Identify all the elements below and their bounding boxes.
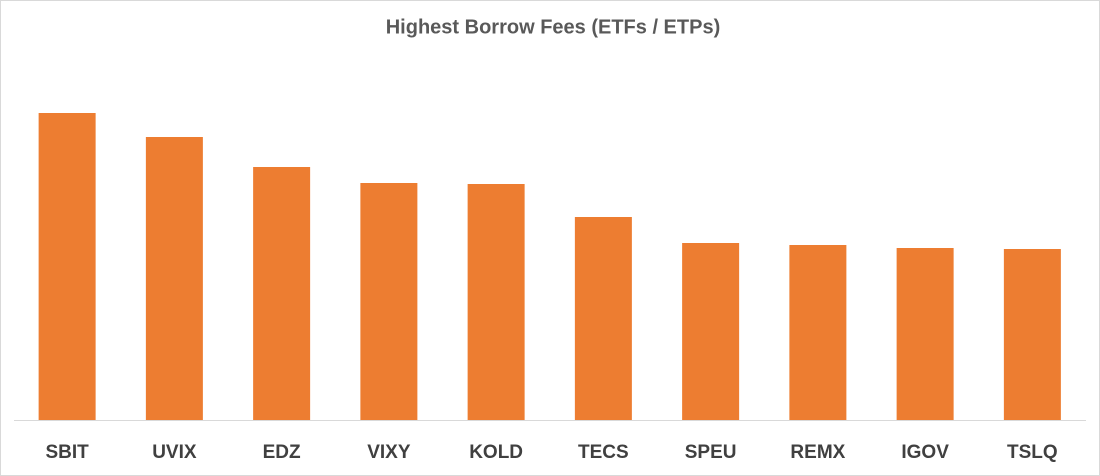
x-tick-label: IGOV <box>901 442 949 463</box>
bar <box>38 113 96 420</box>
x-tick-label: VIXY <box>367 442 411 463</box>
bar <box>682 243 740 420</box>
bar <box>467 184 525 420</box>
bar <box>145 137 203 420</box>
x-tick-label: UVIX <box>152 442 197 463</box>
x-tick-label: SBIT <box>45 442 89 463</box>
x-tick-label: EDZ <box>263 442 301 463</box>
chart-title: Highest Borrow Fees (ETFs / ETPs) <box>386 16 721 38</box>
bar <box>896 248 954 420</box>
bar <box>1003 249 1061 420</box>
x-tick-label: KOLD <box>469 442 523 463</box>
bar <box>253 167 311 420</box>
bar <box>360 183 418 420</box>
x-tick-label: SPEU <box>685 442 737 463</box>
bar <box>574 217 632 420</box>
x-tick-label: REMX <box>790 442 845 463</box>
x-tick-label: TSLQ <box>1007 442 1058 463</box>
x-tick-label: TECS <box>578 442 629 463</box>
bar <box>789 245 847 420</box>
